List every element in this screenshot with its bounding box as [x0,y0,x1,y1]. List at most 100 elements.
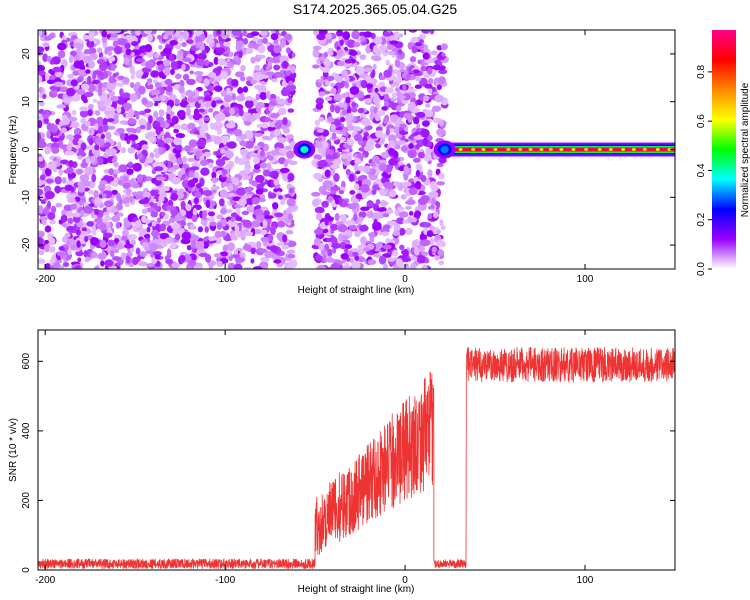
spectrogram-cell [287,213,293,221]
spectrogram-cell [225,209,233,214]
spectrogram-tone-node [608,148,613,151]
spectrogram-cell [84,166,94,176]
spectrogram-cell [417,151,425,159]
spectrogram-cell [205,199,211,209]
spectrogram-cell [209,122,217,130]
spectrogram-cell [117,141,122,151]
spectrogram-cell [57,42,67,51]
spectrogram-cell [56,251,66,257]
spectrogram-cell [266,41,271,47]
spectrogram-cell [54,176,62,185]
spectrogram-cell [346,106,352,115]
spectrogram-cell [219,189,228,198]
spectrogram-cell [114,248,119,254]
spectrogram-cell [402,84,407,91]
spectrogram-cell [401,257,412,263]
spectrogram-cell [281,244,290,250]
spectrogram-cell [211,200,216,207]
spectrogram-cell [77,257,82,263]
spectrogram-cell [150,70,160,78]
spectrogram-cell [42,93,47,100]
spectrogram-cell [98,81,103,90]
spectrogram-cell [341,199,348,207]
spectrogram-cell [416,111,426,118]
spectrogram-cell [409,255,418,261]
spectrogram-cell [152,79,158,84]
spectrogram-cell [170,192,178,201]
spectrogram-cell [425,109,434,118]
spectrogram-cell [407,216,413,224]
spectrogram-cell [436,162,444,168]
spectrogram-cell [375,199,381,205]
spectrogram-cell [250,56,256,64]
spectrogram-cell [138,45,146,54]
spectrogram-cell [280,88,290,97]
spectrogram-cell [175,53,184,61]
spectrogram-cell [157,64,165,72]
spectrogram-cell [291,52,296,58]
spectrogram-cell [129,111,135,118]
spectrogram-cell [175,233,181,241]
spectrogram-cell [170,222,181,230]
spectrogram-cell [164,30,174,36]
spectrogram-cell [324,217,329,226]
spectrogram-cell [130,82,135,89]
spectrogram-cell [423,222,432,228]
spectrogram-cell [181,63,186,71]
spectrogram-cell [235,40,244,48]
spectrogram-cell [221,169,228,175]
spectrogram-cell [175,133,186,139]
spectrogram-cell [332,158,341,167]
spectrogram-cell [66,143,72,152]
spectrogram-cell [261,135,271,140]
spectrogram-cell [278,195,283,200]
spectrogram-cell [231,176,237,185]
spectrogram-cell [108,90,115,97]
spectrogram-cell [147,78,153,83]
spectrogram-cell [338,190,344,195]
spectrogram-cell [437,76,446,85]
spectrogram-cell [287,108,295,113]
spectrogram-cell [387,147,396,156]
spectrogram-cell [354,255,360,261]
spectrogram-cell [328,51,334,56]
spectrogram-cell [273,128,281,136]
spectrogram-cell [339,136,347,142]
colorbar-tick-label: 0.2 [696,212,707,226]
spectrogram-cell [422,52,430,60]
spectrogram-cell [405,227,413,235]
spectrogram-cell [107,239,115,247]
spectrogram-cell [321,141,328,149]
spectrogram-cell [231,79,239,87]
spectrogram-cell [351,30,360,40]
spectrogram-cell [328,117,335,123]
spectrogram-cell [216,214,224,220]
spectrogram-feature-core [440,146,449,153]
spectrogram-cell [388,140,396,148]
spectrogram-cell [270,30,276,34]
colorbar-ramp [712,30,736,269]
spectrogram-y-ticks: -20 -10 0 10 20 [21,48,675,252]
spectrogram-cell [198,252,209,258]
spectrogram-cell [110,64,116,71]
spectrogram-cell [211,171,217,180]
spectrogram-cell [287,253,296,259]
spectrogram-cell [96,47,103,54]
spectrogram-cell [126,188,132,196]
spectrogram-cell [254,228,262,235]
spectrogram-cell [413,135,423,140]
spectrogram-cell [136,58,145,63]
spectrogram-cell [252,36,259,42]
spectrogram-cell [159,223,167,232]
spectrogram-cell [76,240,81,248]
spectrogram-cell [283,127,290,134]
spectrogram-cell [207,33,213,40]
spectrogram-cell [263,169,271,177]
spectrogram-cell [158,194,165,203]
spectrogram-cell [143,30,153,35]
spectrogram-cell [94,266,100,269]
spectrogram-cell [233,263,243,269]
spectrogram-cell [126,168,134,176]
spectrogram-cell [411,240,418,249]
spectrogram-cell [392,230,401,237]
